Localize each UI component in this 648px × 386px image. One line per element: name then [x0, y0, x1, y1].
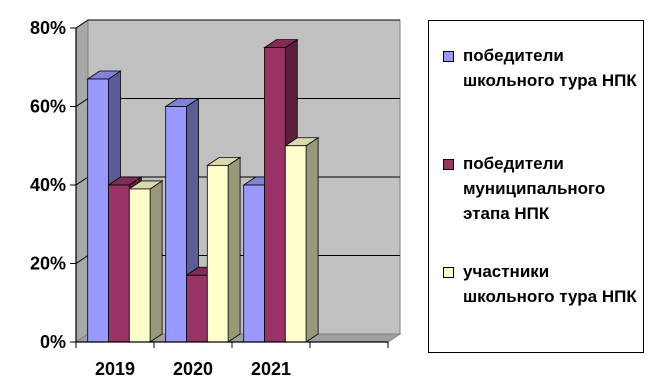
bars	[86, 38, 320, 343]
bar-front	[165, 106, 187, 343]
bar-side	[149, 180, 163, 343]
gridline-side	[75, 255, 89, 264]
bar-front	[108, 184, 130, 343]
y-tick-label: 20%	[30, 254, 66, 274]
bar-front	[186, 274, 208, 343]
legend-label-school-participants: участники школьного тура НПК	[463, 262, 637, 306]
y-tick-label: 40%	[30, 175, 66, 195]
legend-label-municipal-winners: победители муниципального этапа НПК	[463, 154, 606, 223]
x-tick-label: 2021	[251, 359, 291, 379]
bar	[283, 137, 320, 343]
x-tick-label: 2020	[173, 359, 213, 379]
bar-front	[87, 78, 109, 343]
bar-front	[128, 188, 151, 343]
bar-front	[243, 184, 265, 343]
legend-label-school-winners: победители школьного тура НПК	[463, 46, 637, 90]
y-tick-label: 0%	[40, 332, 66, 352]
gridline-side	[75, 19, 89, 29]
legend-swatch-school-winners	[443, 51, 454, 62]
y-tick-label: 80%	[30, 18, 66, 38]
legend-swatch-municipal-winners	[443, 159, 454, 170]
bar-front	[206, 164, 229, 343]
bar	[205, 156, 242, 343]
bar-side	[305, 137, 319, 343]
y-tick-label: 60%	[30, 97, 66, 117]
gridline-side	[75, 98, 89, 107]
x-tick-label: 2019	[95, 359, 135, 379]
bar-side	[227, 156, 241, 343]
bar-front	[284, 145, 307, 343]
legend: победители школьного тура НПК победители…	[428, 20, 644, 353]
axes: 0% 20% 40% 60% 80% 2019 2020 2021	[30, 18, 389, 379]
bar	[127, 180, 164, 343]
gridline-side	[75, 176, 89, 186]
bar-front	[264, 47, 286, 343]
legend-swatch-school-participants	[443, 267, 454, 278]
